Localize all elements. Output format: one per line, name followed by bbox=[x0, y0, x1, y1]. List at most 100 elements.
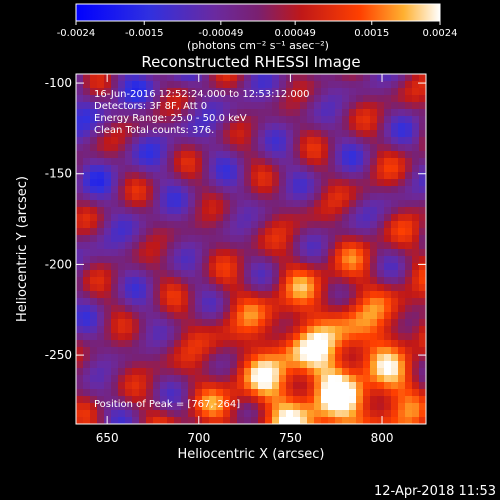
heatmap-cell bbox=[377, 116, 385, 124]
heatmap-cell bbox=[125, 200, 133, 208]
heatmap-cell bbox=[181, 410, 189, 418]
heatmap-cell bbox=[258, 200, 266, 208]
heatmap-cell bbox=[321, 81, 329, 89]
heatmap-cell bbox=[412, 193, 420, 201]
heatmap-cell bbox=[111, 130, 119, 138]
heatmap-cell bbox=[419, 277, 426, 285]
heatmap-cell bbox=[321, 200, 329, 208]
heatmap-cell bbox=[419, 214, 426, 222]
heatmap-cell bbox=[209, 165, 217, 173]
heatmap-cell bbox=[230, 340, 238, 348]
heatmap-cell bbox=[300, 88, 308, 96]
heatmap-cell bbox=[209, 235, 217, 243]
heatmap-cell bbox=[412, 158, 420, 166]
heatmap-cell bbox=[349, 389, 357, 397]
heatmap-cell bbox=[419, 312, 426, 320]
heatmap-cell bbox=[111, 123, 119, 131]
heatmap-cell bbox=[279, 382, 287, 390]
heatmap-cell bbox=[363, 137, 371, 145]
heatmap-cell bbox=[209, 81, 217, 89]
heatmap-cell bbox=[251, 312, 259, 320]
heatmap-cell bbox=[412, 375, 420, 383]
heatmap-cell bbox=[111, 193, 119, 201]
heatmap-cell bbox=[237, 375, 245, 383]
heatmap-cell bbox=[384, 74, 392, 82]
heatmap-cell bbox=[293, 319, 301, 327]
heatmap-cell bbox=[272, 368, 280, 376]
heatmap-cell bbox=[125, 263, 133, 271]
heatmap-cell bbox=[314, 95, 322, 103]
heatmap-cell bbox=[139, 396, 147, 404]
heatmap-cell bbox=[237, 186, 245, 194]
heatmap-cell bbox=[202, 410, 210, 418]
heatmap-cell bbox=[132, 193, 140, 201]
heatmap-cell bbox=[412, 417, 420, 424]
heatmap-cell bbox=[377, 403, 385, 411]
heatmap-cell bbox=[230, 88, 238, 96]
heatmap-cell bbox=[314, 305, 322, 313]
heatmap-cell bbox=[230, 95, 238, 103]
heatmap-cell bbox=[97, 221, 105, 229]
heatmap-cell bbox=[118, 270, 126, 278]
heatmap-cell bbox=[307, 326, 315, 334]
heatmap-cell bbox=[76, 298, 84, 306]
heatmap-cell bbox=[216, 305, 224, 313]
heatmap-cell bbox=[125, 235, 133, 243]
heatmap-cell bbox=[405, 158, 413, 166]
heatmap-cell bbox=[342, 326, 350, 334]
heatmap-cell bbox=[202, 214, 210, 222]
heatmap-cell bbox=[300, 277, 308, 285]
heatmap-cell bbox=[97, 123, 105, 131]
heatmap-cell bbox=[90, 81, 98, 89]
heatmap-cell bbox=[391, 403, 399, 411]
heatmap-cell bbox=[195, 361, 203, 369]
heatmap-cell bbox=[314, 396, 322, 404]
heatmap-cell bbox=[356, 417, 364, 424]
heatmap-cell bbox=[279, 207, 287, 215]
heatmap-cell bbox=[139, 207, 147, 215]
heatmap-cell bbox=[216, 319, 224, 327]
heatmap-cell bbox=[258, 298, 266, 306]
y-tick-label: -100 bbox=[45, 76, 72, 90]
heatmap-cell bbox=[307, 347, 315, 355]
heatmap-cell bbox=[335, 319, 343, 327]
heatmap-cell bbox=[118, 207, 126, 215]
heatmap-cell bbox=[118, 347, 126, 355]
heatmap-cell bbox=[363, 242, 371, 250]
heatmap-cell bbox=[76, 326, 84, 334]
heatmap-cell bbox=[216, 158, 224, 166]
heatmap-cell bbox=[153, 137, 161, 145]
heatmap-cell bbox=[83, 410, 91, 418]
heatmap-cell bbox=[230, 151, 238, 159]
heatmap-cell bbox=[356, 263, 364, 271]
heatmap-cell bbox=[321, 284, 329, 292]
heatmap-cell bbox=[342, 116, 350, 124]
heatmap-cell bbox=[174, 319, 182, 327]
heatmap-cell bbox=[384, 81, 392, 89]
heatmap-cell bbox=[356, 123, 364, 131]
heatmap-cell bbox=[251, 123, 259, 131]
heatmap-cell bbox=[132, 207, 140, 215]
heatmap-cell bbox=[412, 256, 420, 264]
heatmap-cell bbox=[265, 256, 273, 264]
heatmap-cell bbox=[174, 179, 182, 187]
heatmap-cell bbox=[391, 382, 399, 390]
heatmap-cell bbox=[132, 249, 140, 257]
heatmap-cell bbox=[244, 347, 252, 355]
heatmap-cell bbox=[111, 319, 119, 327]
heatmap-cell bbox=[384, 116, 392, 124]
heatmap-cell bbox=[363, 102, 371, 110]
heatmap-cell bbox=[76, 109, 84, 117]
heatmap-cell bbox=[265, 137, 273, 145]
heatmap-cell bbox=[279, 368, 287, 376]
heatmap-cell bbox=[111, 298, 119, 306]
heatmap-cell bbox=[111, 410, 119, 418]
heatmap-cell bbox=[118, 137, 126, 145]
heatmap-cell bbox=[167, 298, 175, 306]
heatmap-cell bbox=[125, 256, 133, 264]
heatmap-cell bbox=[237, 340, 245, 348]
heatmap-cell bbox=[258, 389, 266, 397]
heatmap-cell bbox=[349, 214, 357, 222]
heatmap-cell bbox=[209, 158, 217, 166]
heatmap-cell bbox=[139, 116, 147, 124]
